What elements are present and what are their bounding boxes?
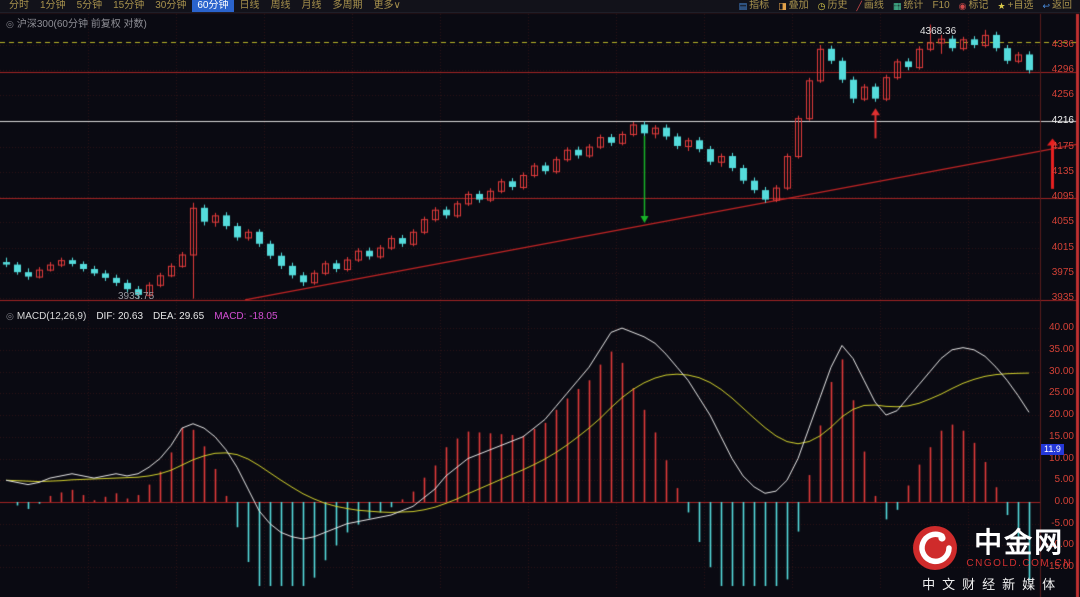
toolbar-mark-button[interactable]: ◉ 标记 [955, 0, 993, 12]
macd-axis-label: 5.00 [1054, 474, 1074, 485]
toolbar-button-label: 统计 [903, 0, 924, 11]
watermark-domain: CNGOLD.COM.CN [966, 557, 1072, 569]
watchlist-icon: ★ [997, 1, 1006, 11]
price-axis-label: 4095 [1051, 191, 1074, 202]
top-toolbar: 分时 1分钟 5分钟 15分钟 30分钟 60分钟 日线 周线 月线 多周期 更多∨ ▤ 指标 ◨ 叠加 ◷… [0, 0, 1080, 13]
price-axis-label: 4175 [1051, 141, 1074, 152]
mark-icon: ◉ [958, 1, 967, 11]
macd-header: ◎ MACD(12,26,9) DIF: 20.63 DEA: 29.65 MAC… [6, 311, 278, 322]
toolbar-overlay-button[interactable]: ◨ 叠加 [774, 0, 813, 12]
cngold-logo-icon [913, 526, 958, 570]
price-axis-label: 4336 [1051, 39, 1074, 50]
macd-axis-label: 35.00 [1048, 344, 1074, 355]
watermark-slogan: 中文财经新媒体 [922, 577, 1063, 592]
stats-icon: ▦ [892, 1, 902, 11]
macd-dea-value: DEA: 29.65 [153, 311, 205, 322]
macd-axis-label: -15.00 [1045, 561, 1074, 572]
tool-buttons: ▤ 指标 ◨ 叠加 ◷ 历史 ╱ 画线 ▦ 统计 F10 ◉ 标记 ★ +自选 ↩ 返回 [735, 0, 1080, 12]
macd-dot-icon: ◎ [6, 311, 14, 321]
toolbar-watchlist-button[interactable]: ★ +自选 [994, 0, 1038, 12]
chart-title-text: 沪深300(60分钟 前复权 对数) [16, 19, 147, 30]
price-axis-label: 4015 [1051, 242, 1074, 253]
history-icon: ◷ [817, 1, 826, 11]
period-tab[interactable]: 60分钟 [192, 0, 234, 12]
price-axis-label: 4055 [1051, 216, 1074, 227]
period-tab[interactable]: 多周期 [332, 0, 363, 11]
indicator-icon: ▤ [738, 1, 748, 11]
toolbar-f10-button[interactable]: F10 [928, 0, 953, 12]
price-axis-label: 3975 [1051, 267, 1074, 278]
watermark-brand: 中金网 [974, 526, 1065, 558]
price-axis-label: 4256 [1051, 89, 1074, 100]
drawline-icon: ╱ [856, 1, 862, 11]
toolbar-button-label: 历史 [827, 0, 848, 11]
toolbar-back-button[interactable]: ↩ 返回 [1038, 0, 1076, 12]
macd-axis-label: 40.00 [1048, 322, 1074, 333]
toolbar-drawline-button[interactable]: ╱ 画线 [853, 0, 888, 12]
macd-axis-label: -10.00 [1045, 539, 1074, 550]
period-tab[interactable]: 30分钟 [155, 0, 187, 11]
macd-dif-value: DIF: 20.63 [96, 311, 144, 322]
overlay-icon: ◨ [778, 1, 787, 11]
high-price-label: 4368.36 [920, 26, 957, 37]
macd-axis-label: -5.00 [1051, 518, 1074, 529]
macd-value-badge: 11.9 [1041, 444, 1064, 455]
macd-axis-label: 30.00 [1048, 366, 1074, 377]
toolbar-button-label: 画线 [863, 0, 884, 11]
macd-axis-label: 0.00 [1054, 496, 1074, 507]
toolbar-indicator-button[interactable]: ▤ 指标 [735, 0, 774, 12]
toolbar-button-label: 指标 [749, 0, 770, 11]
price-axis-label: 4296 [1051, 64, 1074, 75]
macd-axis-label: 10.00 [1048, 453, 1074, 464]
toolbar-button-label: 标记 [968, 0, 989, 11]
toolbar-button-label: F10 [932, 0, 950, 11]
chart-title: ◎ 沪深300(60分钟 前复权 对数) [6, 15, 147, 30]
toolbar-button-label: 返回 [1052, 0, 1072, 11]
period-tab[interactable]: 日线 [239, 0, 260, 11]
price-axis-label: 3935 [1051, 292, 1074, 303]
period-tabs: 分时 1分钟 5分钟 15分钟 30分钟 60分钟 日线 周线 月线 多周期 更多∨ [0, 0, 406, 12]
macd-macd-value: MACD: -18.05 [214, 311, 278, 322]
period-tab[interactable]: 分时 [9, 0, 29, 11]
period-tab[interactable]: 更多∨ [373, 0, 401, 11]
period-tab[interactable]: 15分钟 [113, 0, 145, 11]
toolbar-button-label: 叠加 [788, 0, 809, 11]
period-tab[interactable]: 1分钟 [40, 0, 66, 11]
toolbar-stats-button[interactable]: ▦ 统计 [889, 0, 928, 12]
price-axis-label: 4135 [1051, 166, 1074, 177]
period-tab[interactable]: 周线 [270, 0, 291, 11]
macd-indicator-name[interactable]: MACD(12,26,9) [16, 311, 87, 322]
watermark: 中金网 CNGOLD.COM.CN 中文财经新媒体 [912, 525, 1072, 593]
toolbar-history-button[interactable]: ◷ 历史 [814, 0, 852, 12]
back-icon: ↩ [1042, 1, 1050, 11]
macd-axis-label: 15.00 [1048, 431, 1074, 442]
low-price-label: 3933.75 [118, 291, 155, 302]
period-tab[interactable]: 5分钟 [76, 0, 103, 11]
price-axis-label: 4216 [1051, 115, 1074, 126]
macd-axis-label: 25.00 [1048, 387, 1074, 398]
period-tab[interactable]: 月线 [301, 0, 322, 11]
toolbar-button-label: +自选 [1007, 0, 1034, 11]
macd-axis-label: 20.00 [1048, 409, 1074, 420]
chart-dot-icon: ◎ [6, 19, 14, 29]
